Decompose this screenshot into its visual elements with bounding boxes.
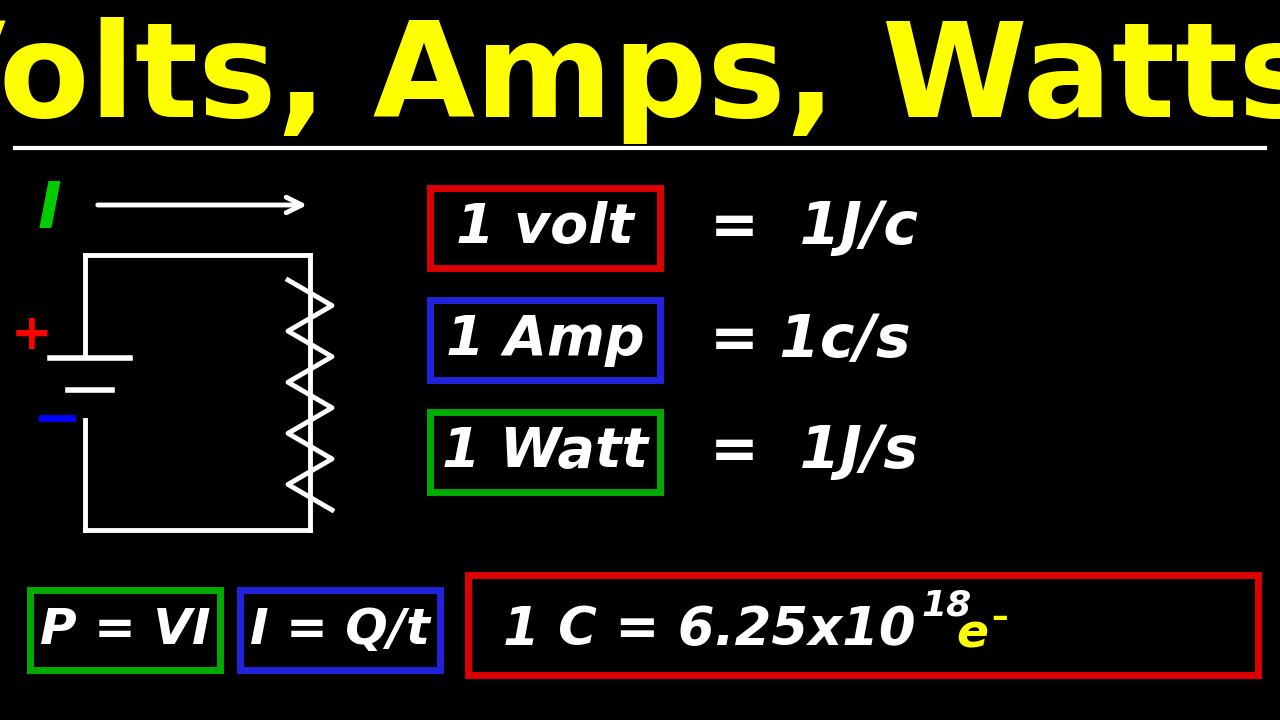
Bar <box>430 300 660 380</box>
Bar <box>430 412 660 492</box>
Text: 1 Amp: 1 Amp <box>445 313 644 367</box>
Text: 1 Watt: 1 Watt <box>442 425 648 479</box>
Text: I: I <box>38 179 61 241</box>
Bar <box>430 188 660 268</box>
Text: I = Q/t: I = Q/t <box>250 606 430 654</box>
Text: =  1J/s: = 1J/s <box>710 423 918 480</box>
Text: = 1c/s: = 1c/s <box>710 312 910 369</box>
Text: 18: 18 <box>922 588 972 622</box>
Bar <box>29 590 220 670</box>
Text: –: – <box>991 601 1007 634</box>
Text: P = VI: P = VI <box>40 606 210 654</box>
Text: =  1J/c: = 1J/c <box>710 199 918 256</box>
Text: 1 volt: 1 volt <box>456 201 634 255</box>
Bar <box>468 575 1258 675</box>
Text: e: e <box>956 613 988 657</box>
Text: 1 C = 6.25x10: 1 C = 6.25x10 <box>503 604 915 656</box>
Text: Volts, Amps, Watts!: Volts, Amps, Watts! <box>0 17 1280 143</box>
Bar <box>241 590 440 670</box>
Text: +: + <box>12 311 52 359</box>
